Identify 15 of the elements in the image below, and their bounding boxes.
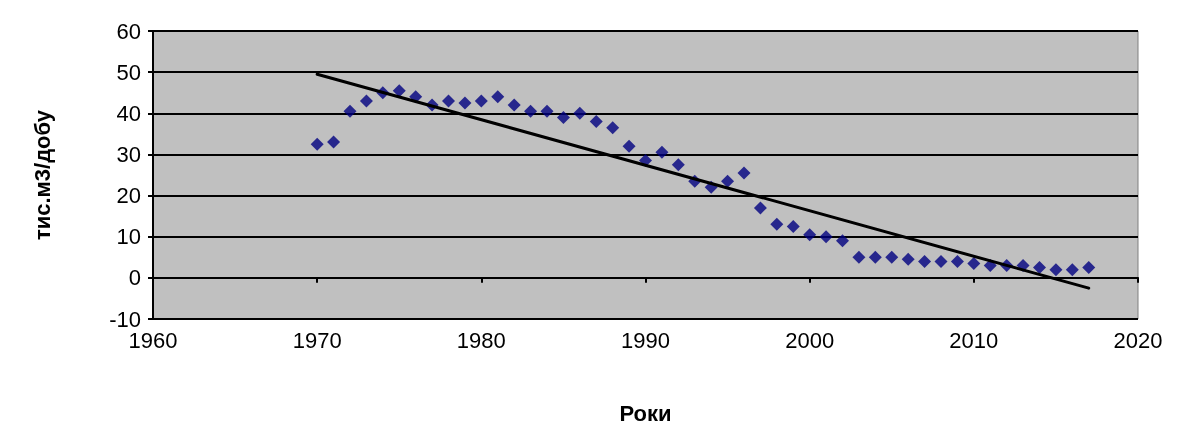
x-axis-title: Роки	[619, 400, 672, 426]
x-tick-label: 2020	[1113, 327, 1163, 353]
y-tick-label: 60	[116, 18, 141, 44]
y-tick-label: 40	[116, 100, 141, 126]
y-tick-label: 30	[116, 141, 141, 167]
x-tick-label: 2010	[949, 327, 999, 353]
y-tick-label: 0	[128, 265, 141, 291]
y-axis-title: тис.м3/добу	[29, 109, 55, 241]
x-tick-label: 2000	[785, 327, 835, 353]
x-tick-label: 1990	[621, 327, 670, 353]
y-tick-label: 10	[116, 224, 141, 250]
x-tick-label: 1970	[292, 327, 342, 353]
y-tick-label: 20	[116, 183, 141, 209]
y-tick-label: 50	[116, 59, 141, 85]
x-tick-label: 1980	[456, 327, 506, 353]
